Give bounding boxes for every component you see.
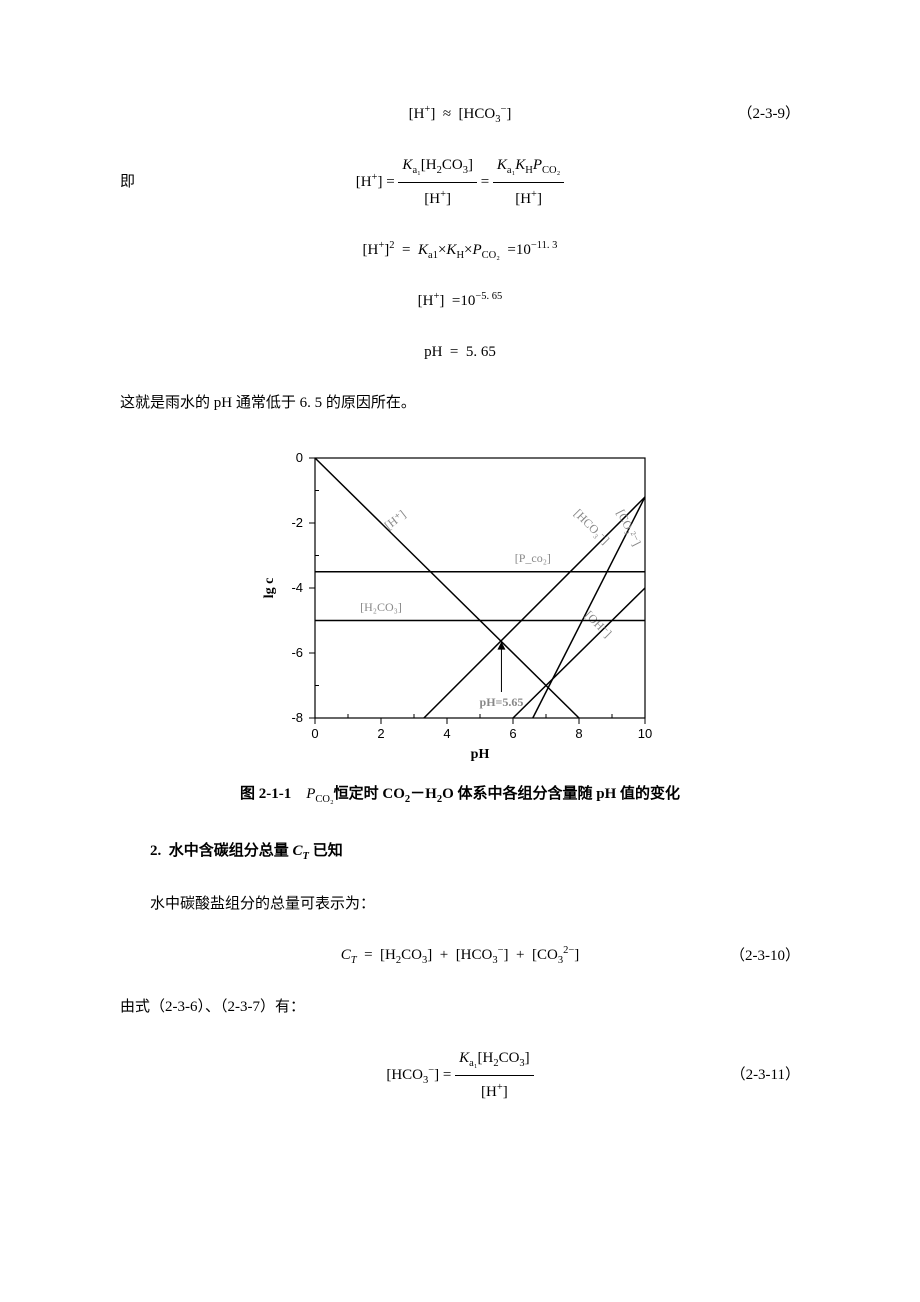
svg-text:4: 4	[443, 726, 450, 741]
svg-text:-8: -8	[291, 710, 303, 725]
equation-2-3-10: CT = [H2CO3] + [HCO3−] + [CO32−] （2-3-10…	[120, 939, 800, 972]
eq-body: [H+] =10−5. 65	[230, 285, 690, 318]
svg-text:6: 6	[509, 726, 516, 741]
equation-h-plus-derive: 即 [H+] = Ka₁[H2CO3] [H+] = Ka₁KHPCO₂ [H+…	[120, 149, 800, 216]
eq-number: （2-3-9）	[690, 98, 800, 131]
svg-text:lg c: lg c	[262, 578, 277, 599]
svg-text:-2: -2	[291, 515, 303, 530]
eq-body: pH = 5. 65	[230, 336, 690, 369]
equation-ph: pH = 5. 65	[120, 336, 800, 369]
paragraph-from-eqs: 由式（2-3-6）、（2-3-7）有：	[120, 991, 800, 1024]
equation-h-sq: [H+]2 = Ka1×KH×PCO₂ =10−11. 3	[120, 234, 800, 267]
svg-text:[H₂CO₃]: [H₂CO₃]	[360, 600, 402, 614]
section-2-heading: 2. 水中含碳组分总量 CT 已知	[120, 835, 800, 868]
equation-2-3-9: [H+] ≈ [HCO3−] （2-3-9）	[120, 98, 800, 131]
fig-caption-prefix: 图 2-1-1	[240, 786, 306, 802]
svg-text:8: 8	[575, 726, 582, 741]
eq-body: [H+] ≈ [HCO3−]	[230, 98, 690, 131]
figure-caption: 图 2-1-1 PCO₂恒定时 CO2－H2O 体系中各组分含量随 pH 值的变…	[120, 778, 800, 811]
eq-body: CT = [H2CO3] + [HCO3−] + [CO32−]	[230, 939, 690, 972]
svg-text:-6: -6	[291, 645, 303, 660]
eq-number: （2-3-11）	[690, 1059, 800, 1092]
svg-text:10: 10	[638, 726, 652, 741]
svg-text:2: 2	[377, 726, 384, 741]
paragraph-ct-intro: 水中碳酸盐组分的总量可表示为：	[120, 888, 800, 921]
eq-body: [HCO3−] = Ka₁[H2CO3] [H+]	[230, 1042, 690, 1109]
svg-text:0: 0	[311, 726, 318, 741]
eq-body: [H+]2 = Ka1×KH×PCO₂ =10−11. 3	[230, 234, 690, 267]
eq-prefix: 即	[120, 166, 230, 199]
svg-text:[P_co₂]: [P_co₂]	[515, 551, 551, 565]
figure-2-1-1: 0246810-8-6-4-20pHlg c[H⁺][HCO₃⁻][CO₃²⁻]…	[120, 438, 800, 768]
equation-2-3-11: [HCO3−] = Ka₁[H2CO3] [H+] （2-3-11）	[120, 1042, 800, 1109]
chart-svg: 0246810-8-6-4-20pHlg c[H⁺][HCO₃⁻][CO₃²⁻]…	[245, 438, 675, 768]
eq-number: （2-3-10）	[690, 940, 800, 973]
svg-text:pH: pH	[471, 747, 490, 762]
svg-text:-4: -4	[291, 580, 303, 595]
eq-body: [H+] = Ka₁[H2CO3] [H+] = Ka₁KHPCO₂ [H+]	[230, 149, 690, 216]
paragraph-rain-ph: 这就是雨水的 pH 通常低于 6. 5 的原因所在。	[120, 387, 800, 420]
fig-caption-body: 恒定时 CO2－H2O 体系中各组分含量随 pH 值的变化	[334, 786, 680, 802]
equation-h-val: [H+] =10−5. 65	[120, 285, 800, 318]
svg-text:0: 0	[296, 450, 303, 465]
svg-text:pH=5.65: pH=5.65	[480, 695, 524, 709]
